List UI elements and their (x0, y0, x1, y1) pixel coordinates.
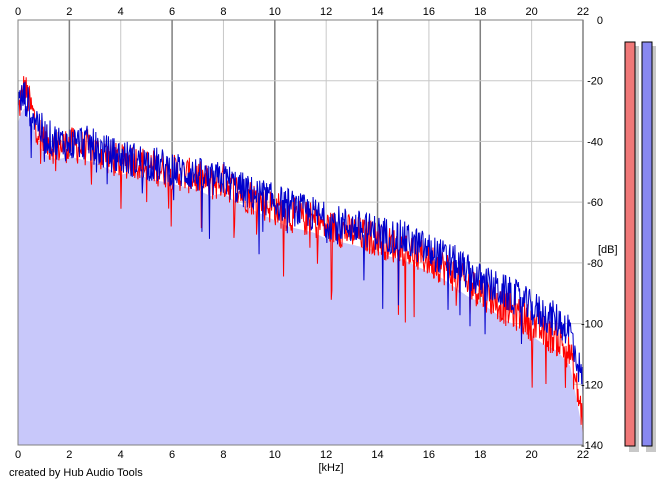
level-meter-right (641, 41, 653, 447)
series-line-right (17, 81, 584, 397)
credit-text: created by Hub Audio Tools (9, 467, 143, 479)
x-tick-label-top: 6 (169, 6, 175, 18)
x-tick-label-top: 14 (371, 6, 383, 18)
x-tick-label-bottom: 8 (220, 449, 226, 461)
y-tick-label: -40 (587, 136, 603, 148)
series-layer (17, 76, 584, 433)
level-meter-left (624, 41, 636, 447)
y-tick-label: -140 (581, 440, 603, 452)
x-axis-label: [kHz] (318, 462, 343, 474)
y-tick-label: -20 (587, 76, 603, 88)
x-tick-label-top: 8 (220, 6, 226, 18)
x-tick-label-bottom: 10 (269, 449, 281, 461)
x-tick-label-bottom: 14 (371, 449, 383, 461)
x-tick-label-bottom: 4 (118, 449, 124, 461)
x-tick-label-top: 10 (269, 6, 281, 18)
x-tick-label-top: 20 (526, 6, 538, 18)
x-tick-label-bottom: 2 (66, 449, 72, 461)
x-tick-label-bottom: 0 (15, 449, 21, 461)
x-tick-label-bottom: 6 (169, 449, 175, 461)
x-tick-label-bottom: 18 (474, 449, 486, 461)
spectrum-fill-area (18, 108, 583, 446)
x-tick-label-top: 0 (15, 6, 21, 18)
x-tick-label-bottom: 16 (423, 449, 435, 461)
y-tick-label: -120 (581, 379, 603, 391)
tick-labels: 002244668810101212141416161818202022220-… (15, 6, 603, 461)
x-tick-label-bottom: 22 (577, 449, 589, 461)
x-tick-label-top: 22 (577, 6, 589, 18)
y-tick-label: -60 (587, 197, 603, 209)
x-tick-label-top: 16 (423, 6, 435, 18)
y-tick-label: 0 (597, 15, 603, 27)
y-tick-label: -80 (587, 258, 603, 270)
x-tick-label-top: 4 (118, 6, 124, 18)
y-axis-label: [dB] (598, 244, 618, 256)
y-tick-label: -100 (581, 319, 603, 331)
x-tick-label-top: 18 (474, 6, 486, 18)
x-tick-label-bottom: 20 (526, 449, 538, 461)
plot-frame (17, 19, 584, 446)
x-tick-label-top: 12 (320, 6, 332, 18)
level-meters (624, 41, 656, 452)
x-tick-label-bottom: 12 (320, 449, 332, 461)
x-tick-label-top: 2 (66, 6, 72, 18)
